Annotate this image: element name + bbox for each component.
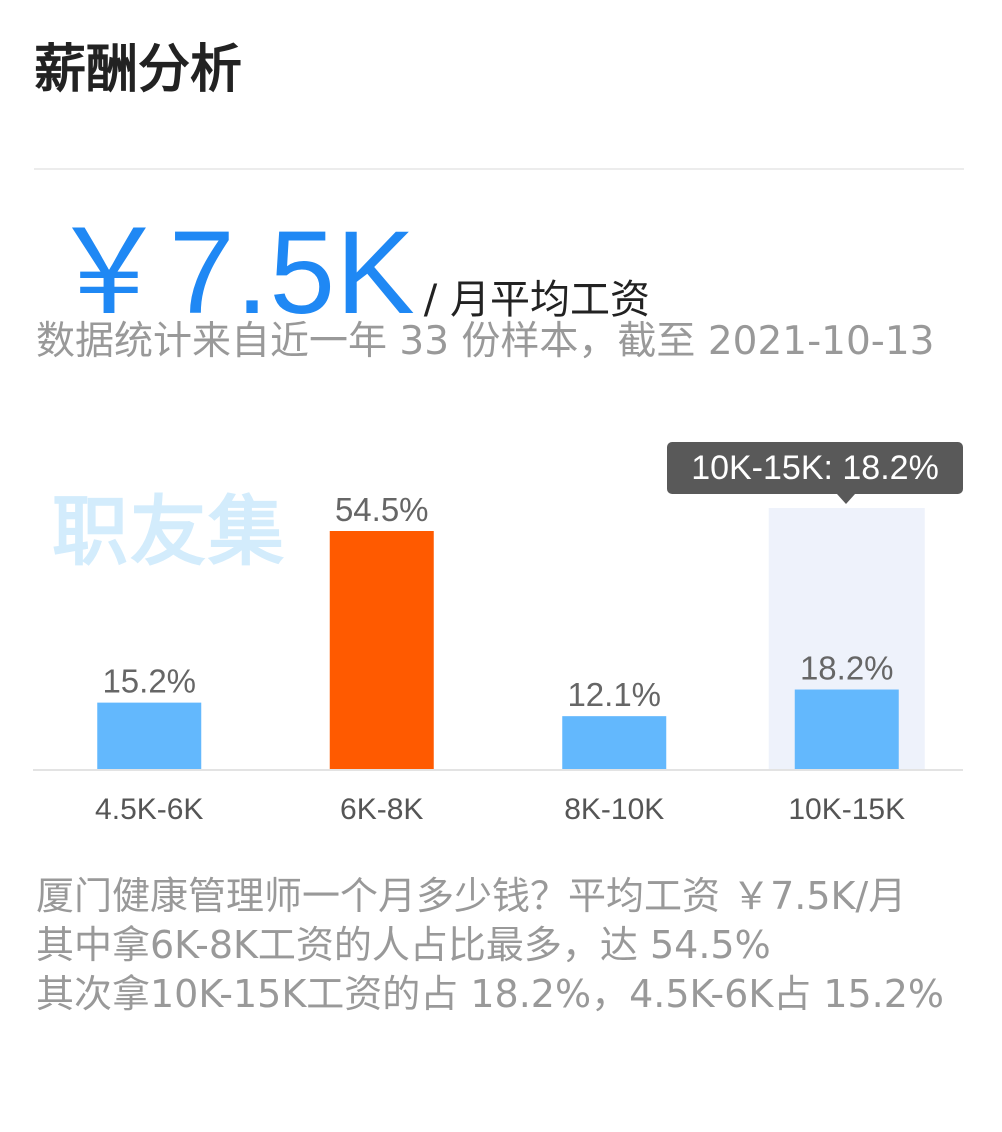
bar [329, 531, 434, 769]
bar [794, 689, 899, 769]
bar [97, 702, 202, 769]
sample-note: 数据统计来自近一年 33 份样本，截至 2021-10-13 [36, 319, 935, 364]
salary-bar-chart: 15.2% 4.5K-6K 54.5% 6K-8K 12.1% 8K-10K 18.2% 10… [33, 491, 963, 826]
data-label: 18.2% [800, 650, 894, 687]
summary-line: 厦门健康管理师一个月多少钱？平均工资 ￥7.5K/月 [36, 874, 907, 918]
bar [562, 716, 667, 769]
watermark-logo: 职友集 [52, 487, 286, 576]
average-salary-amount: ￥7.5K [50, 207, 416, 339]
page-title: 薪酬分析 [34, 40, 243, 100]
salary-summary: 厦门健康管理师一个月多少钱？平均工资 ￥7.5K/月 其中拿6K-8K工资的人占… [36, 872, 966, 1019]
title-divider [34, 168, 964, 170]
chart-tooltip: 10K-15K: 18.2% [667, 442, 963, 504]
average-salary: ￥7.5K / 月平均工资 [50, 176, 650, 347]
x-tick-label: 6K-8K [340, 793, 423, 826]
summary-line: 其中拿6K-8K工资的人占比最多，达 54.5% [36, 923, 771, 967]
data-label: 54.5% [335, 491, 429, 528]
x-tick-label: 4.5K-6K [95, 793, 203, 826]
average-salary-unit: / 月平均工资 [423, 277, 650, 323]
x-tick-label: 8K-10K [564, 793, 664, 826]
data-label: 15.2% [102, 663, 196, 700]
x-tick-label: 10K-15K [788, 793, 905, 826]
data-label: 12.1% [567, 676, 661, 713]
summary-line: 其次拿10K-15K工资的占 18.2%，4.5K-6K占 15.2% [36, 972, 945, 1016]
